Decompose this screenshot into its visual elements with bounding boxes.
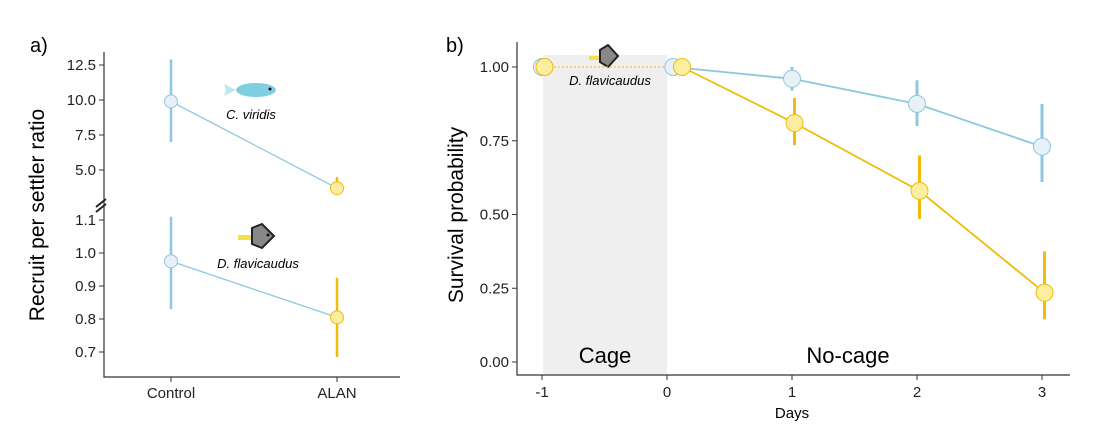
data-point [330, 181, 344, 196]
panel-b-label: b) [446, 35, 464, 57]
data-point-control [1033, 137, 1051, 156]
data-point [330, 310, 344, 325]
xtick-alan: ALAN [317, 385, 356, 402]
dflav-fish-icon [238, 222, 276, 250]
data-point [164, 94, 178, 109]
region-label-cage: Cage [579, 343, 632, 368]
ytick-label: 10.0 [67, 92, 96, 109]
series-line-control [673, 66, 1043, 148]
panel-b-xlabel: Days [775, 405, 809, 422]
ytick-label: 7.5 [75, 127, 96, 144]
xtick-label: 1 [788, 384, 796, 401]
data-point-control [783, 69, 801, 88]
species-label-cviridis: C. viridis [226, 107, 276, 122]
panel-b-axes [516, 42, 1070, 376]
xtick-label: 3 [1038, 384, 1046, 401]
panel-b-ylabel: Survival probability [445, 126, 468, 303]
ytick-label: 0.00 [480, 354, 509, 371]
panel-a-ylabel: Recruit per settler ratio [26, 109, 49, 321]
xtick-label: 2 [913, 384, 921, 401]
data-point [164, 254, 178, 269]
ytick-label: 0.8 [75, 311, 96, 328]
dflav-fish-icon-b [589, 43, 620, 69]
data-point-alan [673, 58, 691, 76]
ytick-label: 0.50 [480, 207, 509, 224]
region-label-nocage: No-cage [806, 343, 889, 368]
ytick-label: 1.1 [75, 212, 96, 229]
ytick-label: 0.7 [75, 344, 96, 361]
axis-break-mark [95, 198, 107, 213]
ytick-label: 1.0 [75, 245, 96, 262]
series-line-alan [681, 66, 1046, 294]
data-point-alan [1035, 283, 1054, 302]
panel-a-axes [103, 52, 400, 378]
series-line [170, 100, 338, 189]
data-point-control [908, 94, 926, 113]
ytick-label: 5.0 [75, 162, 96, 179]
ytick-label: 0.25 [480, 280, 509, 297]
data-point-alan [910, 181, 929, 200]
ytick-label: 0.9 [75, 278, 96, 295]
data-point-alan [535, 58, 554, 76]
data-point-alan [785, 114, 804, 133]
species-label-dflav: D. flavicaudus [217, 256, 299, 271]
ytick-label: 12.5 [67, 57, 96, 74]
xtick-label: 0 [663, 384, 671, 401]
series-line [170, 260, 338, 318]
cviridis-fish-icon [224, 83, 276, 97]
xtick-label: -1 [535, 384, 548, 401]
cage-region [543, 55, 667, 374]
ytick-label: 0.75 [480, 133, 509, 150]
species-label-b: D. flavicaudus [569, 73, 651, 88]
ytick-label: 1.00 [480, 59, 509, 76]
panel-a-label: a) [30, 35, 48, 57]
xtick-control: Control [147, 385, 195, 402]
